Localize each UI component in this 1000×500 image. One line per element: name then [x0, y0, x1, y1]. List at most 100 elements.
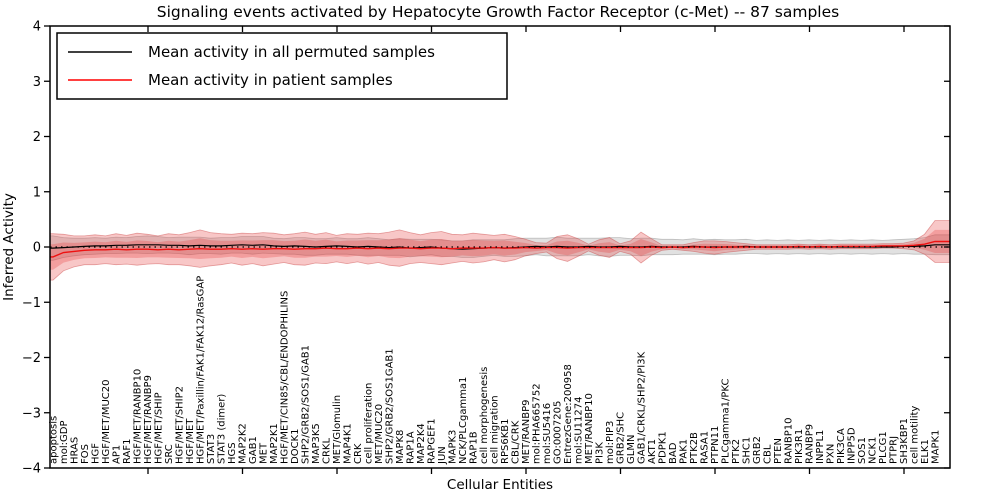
- x-category-label: PXN: [826, 444, 837, 464]
- x-category-label: PIK3CA: [836, 428, 847, 464]
- x-category-label: PTPRJ: [889, 436, 900, 464]
- x-category-label: RAF1: [122, 439, 133, 465]
- x-category-label: cell morphogenesis: [479, 367, 490, 464]
- x-category-label: SHC1: [742, 437, 753, 464]
- legend-label-patient: Mean activity in patient samples: [148, 71, 393, 89]
- x-category-label: FOS: [80, 444, 91, 464]
- x-category-label: cell motility: [910, 406, 921, 464]
- x-category-label: PTEN: [773, 438, 784, 464]
- y-tick-label: 2: [33, 130, 41, 145]
- x-category-label: HGF/MET/MUC20: [101, 380, 112, 464]
- y-tick-label: −3: [22, 406, 41, 421]
- x-category-label: HGF/MET: [185, 418, 196, 464]
- x-category-label: RANBP10: [784, 418, 795, 464]
- x-category-label: GRB2: [752, 436, 763, 464]
- x-category-label: RPS6KB1: [500, 419, 511, 464]
- x-category-label: cell migration: [490, 395, 501, 464]
- x-category-label: JUN: [437, 446, 448, 465]
- x-category-label: AKT1: [647, 439, 658, 464]
- x-category-label: DOCK1: [290, 429, 301, 464]
- legend: Mean activity in all permuted samples Me…: [56, 32, 508, 100]
- x-category-label: mol:SU11274: [574, 397, 585, 465]
- x-category-label: RASA1: [700, 431, 711, 464]
- y-tick-label: 1: [33, 185, 41, 200]
- x-category-label: SH3KBP1: [899, 418, 910, 464]
- x-category-label: HGF/MET/RANBP10: [133, 369, 144, 464]
- x-category-label: GRB2/SHC: [616, 412, 627, 464]
- x-category-label: MAPK1: [931, 430, 942, 464]
- x-category-label: PIK3R1: [794, 429, 805, 464]
- x-category-label: HGF/MET/SHIP: [154, 392, 165, 464]
- x-category-label: RANBP9: [805, 424, 816, 464]
- y-tick-label: 4: [33, 20, 41, 35]
- patient-std-band-inner: [50, 229, 950, 270]
- x-category-label: cell proliferation: [364, 383, 375, 464]
- y-tick-label: −1: [22, 296, 41, 311]
- x-category-label: BAD: [668, 442, 679, 464]
- x-category-labels: apoptosis mol:GDP HRAS FOS HGF HGF/MET/MUC20 A…: [49, 276, 942, 465]
- x-category-label: PAK1: [679, 439, 690, 464]
- x-category-label: RAP1B: [469, 431, 480, 464]
- x-category-label: MAPK3: [448, 430, 459, 464]
- x-category-label: HGF/MET/RANBP9: [143, 375, 154, 464]
- x-category-label: CRK: [353, 443, 364, 464]
- chart-title: Signaling events activated by Hepatocyte…: [157, 3, 839, 21]
- x-category-label: STAT3 (dimer): [217, 394, 228, 464]
- x-category-label: HGF/MET/Paxillin/FAK1/FAK12/RasGAP: [196, 276, 207, 464]
- axis-ticks: [44, 25, 950, 474]
- x-category-label: HGF/MET/SHIP2: [175, 386, 186, 464]
- x-category-label: NCK/PLCgamma1: [458, 377, 469, 464]
- x-category-label: MET: [259, 442, 270, 464]
- x-category-label: MET/RANBP10: [584, 393, 595, 464]
- x-category-label: MET/RANBP9: [521, 399, 532, 464]
- x-category-label: PLCgamma1/PKC: [721, 379, 732, 464]
- x-category-label: PDPK1: [658, 431, 669, 464]
- x-axis-label: Cellular Entities: [447, 477, 553, 493]
- x-category-label: PLCG1: [878, 431, 889, 464]
- x-category-label: PTK2B: [689, 432, 700, 464]
- x-category-label: GO:0007205: [553, 401, 564, 464]
- x-category-label: SRC: [164, 444, 175, 464]
- x-category-label: EntrezGene:200958: [563, 364, 574, 464]
- x-category-label: HGS: [227, 442, 238, 464]
- x-category-label: HGF/MET/CIN85/CBL/ENDOPHILINS: [280, 291, 291, 464]
- x-category-label: SOS1: [857, 437, 868, 464]
- y-tick-label: −2: [22, 351, 41, 366]
- x-category-label: MAP2K2: [238, 423, 249, 464]
- plot-area: [49, 220, 951, 281]
- y-tick-label: 0: [33, 241, 41, 256]
- x-category-label: MAP2K4: [416, 423, 427, 464]
- legend-label-permuted: Mean activity in all permuted samples: [148, 43, 435, 61]
- x-category-label: MAPK8: [395, 430, 406, 464]
- x-category-label: RAP1A: [406, 431, 417, 464]
- x-category-label: MET/MUC20: [374, 404, 385, 464]
- x-category-label: mol:PHA665752: [532, 383, 543, 464]
- x-category-label: CRKL: [322, 438, 333, 464]
- y-tick-labels: 4 3 2 1 0 −1 −2 −3 −4: [22, 20, 41, 477]
- x-category-label: HGF: [91, 443, 102, 464]
- x-category-label: GAB1/CRKL/SHP2/PI3K: [637, 351, 648, 464]
- x-category-label: CBL/CRK: [511, 420, 522, 464]
- x-category-label: apoptosis: [49, 416, 60, 464]
- x-category-label: STAT3: [206, 434, 217, 464]
- x-category-label: NCK1: [868, 437, 879, 464]
- x-category-label: GLMN: [626, 435, 637, 464]
- x-category-label: ELK1: [920, 439, 931, 464]
- x-category-label: MAP4K1: [343, 423, 354, 464]
- x-category-label: CBL: [763, 444, 774, 464]
- y-tick-label: 3: [33, 75, 41, 90]
- x-category-label: mol:PIP3: [605, 421, 616, 464]
- x-category-label: PTPN11: [710, 426, 721, 464]
- x-category-label: PI3K: [595, 442, 606, 464]
- x-category-label: HRAS: [70, 437, 81, 464]
- x-category-label: mol:SU5416: [542, 403, 553, 464]
- x-category-label: SHP2/GRB2/SOS1GAB1: [385, 348, 396, 464]
- patient-mean-line: [50, 240, 950, 258]
- x-category-label: AP1: [112, 445, 123, 464]
- x-category-label: PTK2: [731, 439, 742, 464]
- x-category-label: GAB1: [248, 436, 259, 464]
- x-category-label: MAP3K5: [311, 423, 322, 464]
- x-category-label: INPP5D: [847, 427, 858, 464]
